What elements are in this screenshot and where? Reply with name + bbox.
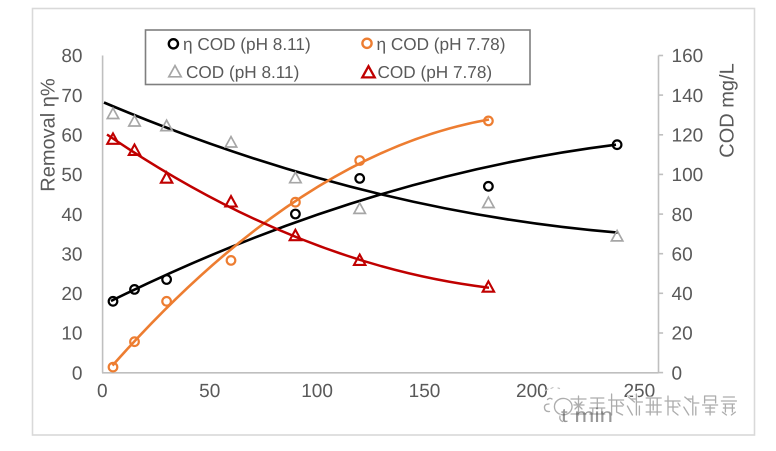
svg-text:80: 80	[61, 46, 82, 67]
svg-text:80: 80	[672, 205, 693, 226]
svg-text:40: 40	[61, 205, 82, 226]
svg-text:10: 10	[61, 324, 82, 345]
svg-text:50: 50	[61, 165, 82, 186]
svg-text:Removal η%: Removal η%	[38, 78, 60, 192]
svg-text:COD mg/L: COD mg/L	[717, 63, 739, 157]
svg-text:100: 100	[301, 381, 333, 402]
svg-text:0: 0	[72, 363, 83, 384]
svg-text:160: 160	[672, 46, 704, 67]
svg-text:60: 60	[672, 244, 693, 265]
svg-text:0: 0	[97, 381, 108, 402]
svg-text:0: 0	[672, 363, 683, 384]
svg-text:20: 20	[61, 284, 82, 305]
svg-text:COD (pH 7.78): COD (pH 7.78)	[378, 62, 493, 82]
svg-text:η COD (pH 8.11): η COD (pH 8.11)	[183, 34, 311, 54]
svg-text:COD (pH 8.11): COD (pH 8.11)	[186, 62, 299, 82]
svg-text:50: 50	[199, 381, 220, 402]
svg-text:100: 100	[672, 165, 704, 186]
svg-text:150: 150	[409, 381, 441, 402]
svg-text:20: 20	[672, 324, 693, 345]
svg-text:t min: t min	[561, 405, 613, 427]
svg-text:70: 70	[61, 86, 82, 107]
svg-text:120: 120	[672, 126, 704, 147]
svg-text:40: 40	[672, 284, 693, 305]
svg-text:30: 30	[61, 244, 82, 265]
svg-text:140: 140	[672, 86, 704, 107]
svg-text:200: 200	[516, 381, 548, 402]
svg-text:η COD (pH 7.78): η COD (pH 7.78)	[377, 34, 506, 54]
svg-text:60: 60	[61, 126, 82, 147]
